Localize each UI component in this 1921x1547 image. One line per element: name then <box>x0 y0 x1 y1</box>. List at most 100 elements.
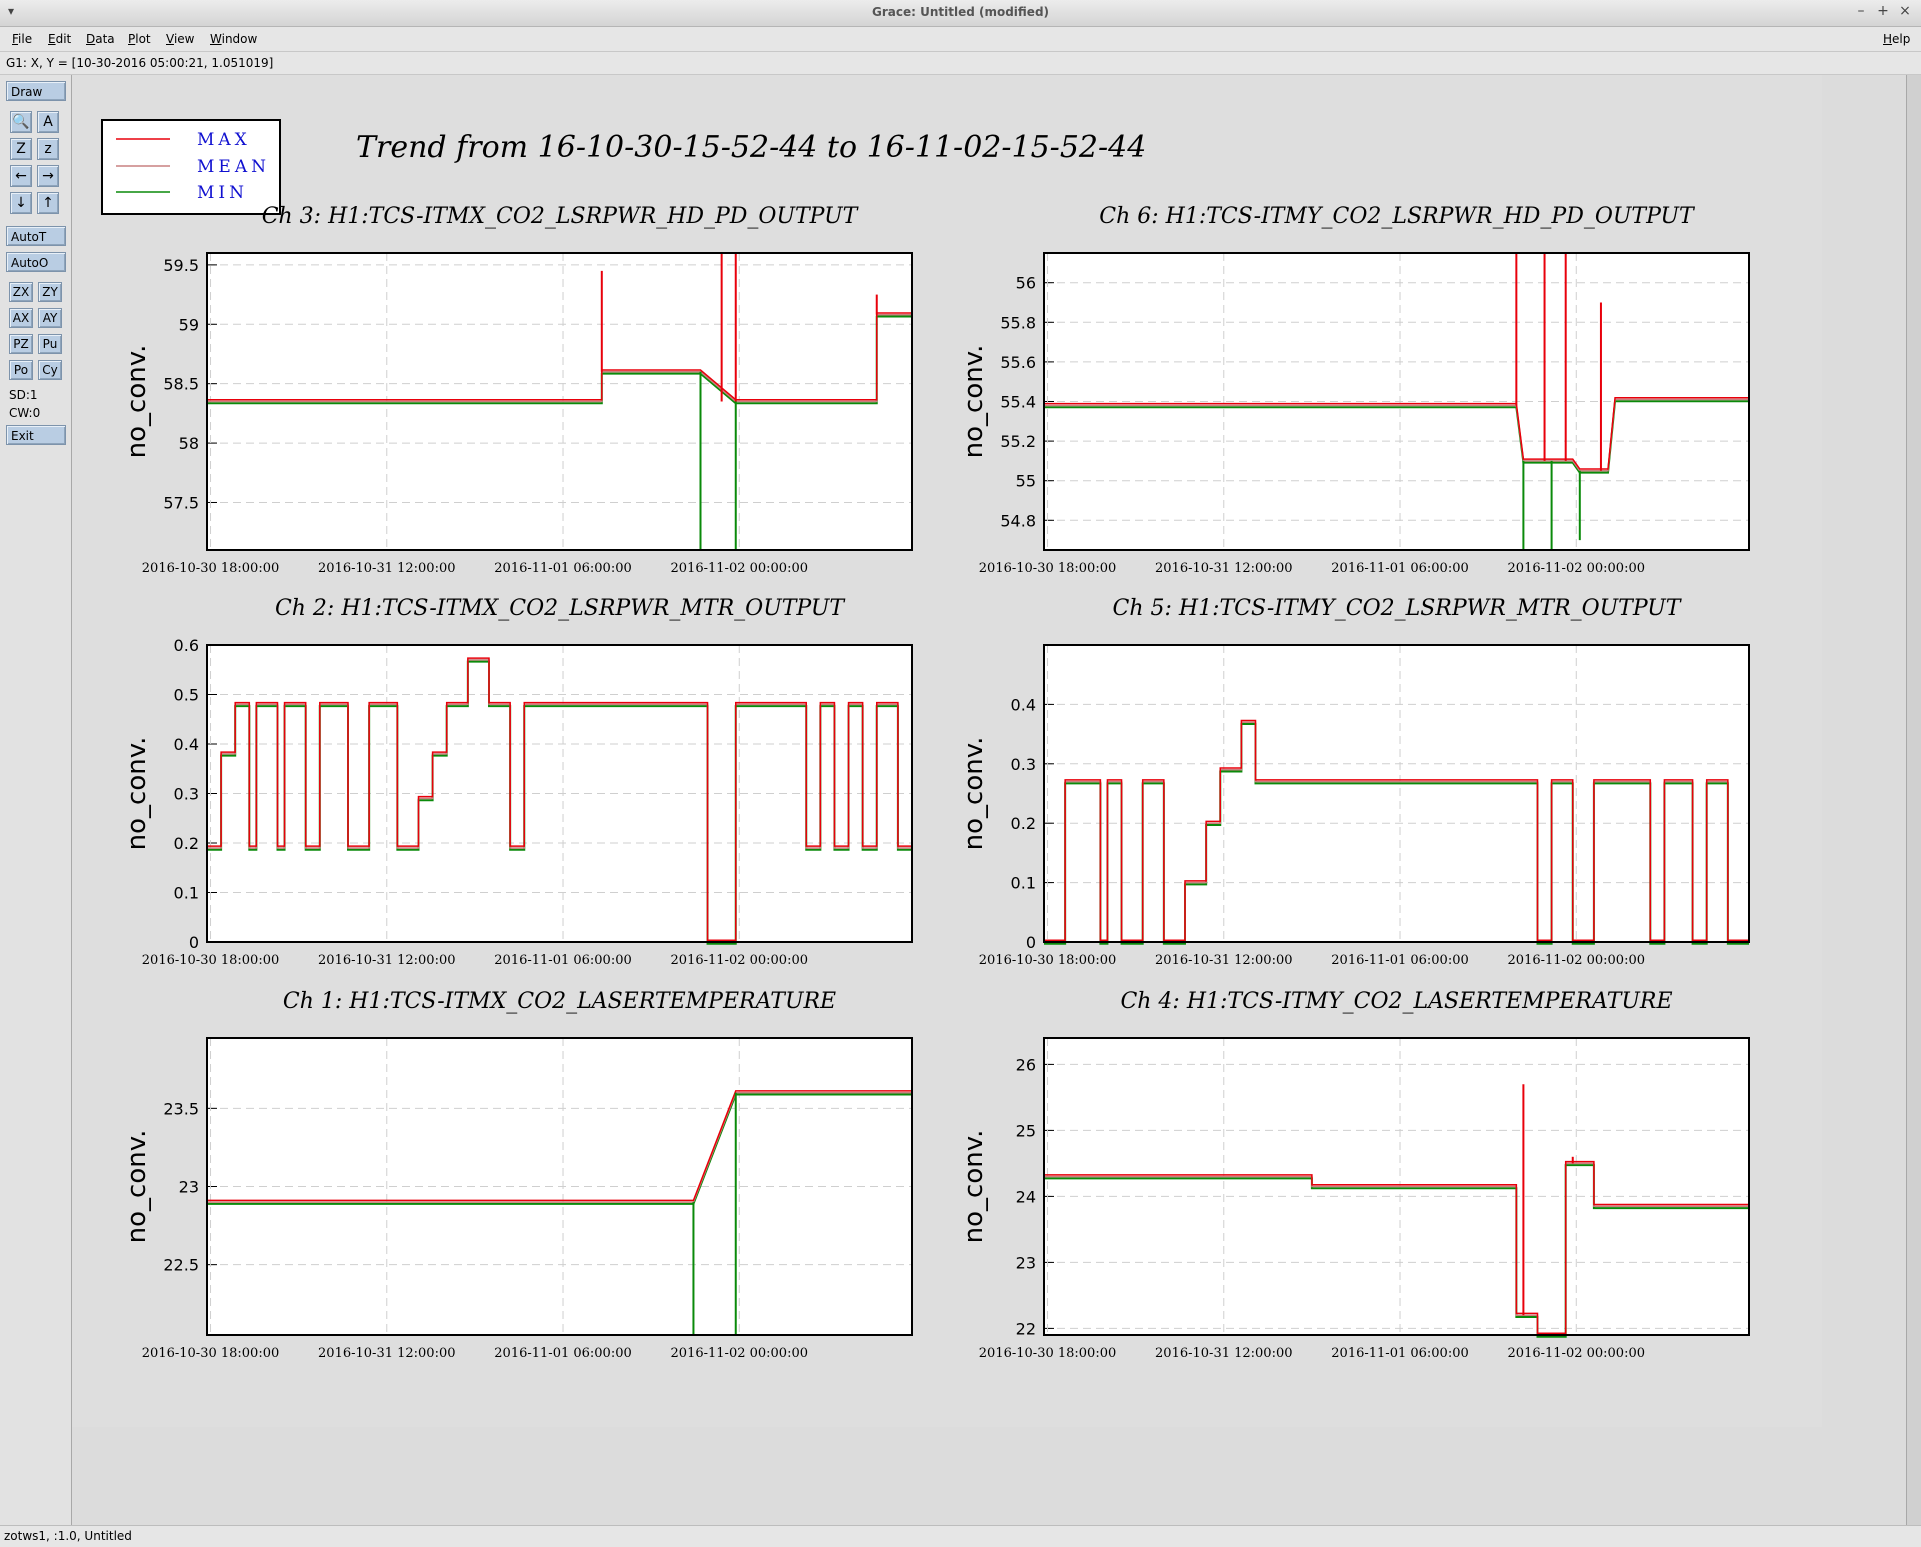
y-tick-label: 0.6 <box>174 636 199 655</box>
draw-button[interactable]: Draw <box>6 81 66 101</box>
window-title: Grace: Untitled (modified) <box>871 5 1050 19</box>
pu-button[interactable]: Pu <box>38 334 62 354</box>
plot-frame <box>206 1037 913 1336</box>
y-tick-label: 55 <box>1016 472 1036 491</box>
y-tick-label: 22.5 <box>163 1256 199 1275</box>
arrow-right-icon[interactable]: → <box>37 165 59 187</box>
arrow-down-icon[interactable]: ↓ <box>10 192 32 214</box>
x-tick-label: 2016-11-01 06:00:00 <box>1331 953 1468 968</box>
text-icon[interactable]: A <box>37 111 59 133</box>
menubar: File Edit Data Plot View Window Help <box>0 27 1921 52</box>
x-tick-label: 2016-10-30 18:00:00 <box>979 1346 1116 1361</box>
chart-title: Ch 6: H1:TCS-ITMY_CO2_LSRPWR_HD_PD_OUTPU… <box>1099 204 1696 229</box>
menu-file[interactable]: File <box>12 32 33 46</box>
menu-help[interactable]: Help <box>1883 32 1911 46</box>
x-tick-label: 2016-11-01 06:00:00 <box>1331 561 1468 576</box>
x-tick-label: 2016-11-01 06:00:00 <box>494 953 631 968</box>
y-tick-label: 0.4 <box>174 735 199 754</box>
x-tick-label: 2016-10-31 12:00:00 <box>1155 561 1292 576</box>
y-axis-label: no_conv. <box>959 737 989 851</box>
series-max-line <box>1044 396 1749 470</box>
y-axis-label: no_conv. <box>959 1130 989 1244</box>
x-tick-label: 2016-10-31 12:00:00 <box>318 561 455 576</box>
exit-button[interactable]: Exit <box>6 425 66 445</box>
y-tick-label: 55.8 <box>1000 313 1036 332</box>
chart-title: Ch 3: H1:TCS-ITMX_CO2_LSRPWR_HD_PD_OUTPU… <box>262 204 860 229</box>
y-tick-label: 23 <box>1016 1253 1036 1272</box>
y-tick-label: 26 <box>1016 1055 1036 1074</box>
y-tick-label: 59.5 <box>163 256 199 275</box>
zy-button[interactable]: ZY <box>38 282 62 302</box>
plot-frame <box>1043 1037 1750 1336</box>
menu-plot[interactable]: Plot <box>128 32 151 46</box>
x-tick-label: 2016-11-02 00:00:00 <box>1508 953 1645 968</box>
autot-button[interactable]: AutoT <box>6 226 66 246</box>
locator-text: G1: X, Y = [10-30-2016 05:00:21, 1.05101… <box>6 56 274 70</box>
y-tick-label: 59 <box>179 315 199 334</box>
statusbar: zotws1, :1.0, Untitled <box>0 1525 1921 1547</box>
y-tick-label: 0.1 <box>174 884 199 903</box>
arrow-up-icon[interactable]: ↑ <box>37 192 59 214</box>
x-tick-label: 2016-11-02 00:00:00 <box>1508 1346 1645 1361</box>
window-menu-icon[interactable]: ▾ <box>8 4 15 18</box>
plot-frame <box>206 252 913 551</box>
y-tick-label: 57.5 <box>163 493 199 512</box>
x-tick-label: 2016-10-31 12:00:00 <box>318 953 455 968</box>
legend-box[interactable] <box>101 119 281 215</box>
x-tick-label: 2016-10-30 18:00:00 <box>142 953 279 968</box>
arrow-left-icon[interactable]: ← <box>10 165 32 187</box>
y-tick-label: 0.3 <box>174 785 199 804</box>
menu-data[interactable]: Data <box>86 32 115 46</box>
y-tick-label: 58.5 <box>163 375 199 394</box>
y-tick-label: 22 <box>1016 1319 1036 1338</box>
y-axis-label: no_conv. <box>959 345 989 459</box>
pz-button[interactable]: PZ <box>9 334 33 354</box>
zoom-icon[interactable]: 🔍 <box>10 111 32 133</box>
x-tick-label: 2016-11-02 00:00:00 <box>671 1346 808 1361</box>
plot-canvas[interactable]: MAX MEAN MIN Trend from 16-10-30-15-52-4… <box>72 75 1906 1525</box>
charts-group: Ch 3: H1:TCS-ITMX_CO2_LSRPWR_HD_PD_OUTPU… <box>122 204 1750 1361</box>
po-button[interactable]: Po <box>9 360 33 380</box>
plot-frame <box>1043 252 1750 551</box>
sd-label: SD:1 <box>9 388 38 402</box>
autoo-button[interactable]: AutoO <box>6 252 66 272</box>
y-tick-label: 55.6 <box>1000 353 1036 372</box>
x-tick-label: 2016-10-31 12:00:00 <box>1155 953 1292 968</box>
maximize-button[interactable]: + <box>1877 3 1889 19</box>
minimize-button[interactable]: – <box>1857 3 1865 19</box>
y-tick-label: 0 <box>189 933 199 952</box>
cy-button[interactable]: Cy <box>38 360 62 380</box>
legend-label-min: MIN <box>197 183 248 203</box>
menu-window[interactable]: Window <box>210 32 258 46</box>
status-text: zotws1, :1.0, Untitled <box>4 1529 132 1543</box>
y-tick-label: 23 <box>179 1178 199 1197</box>
canvas-frame[interactable]: MAX MEAN MIN Trend from 16-10-30-15-52-4… <box>72 75 1921 1525</box>
x-tick-label: 2016-10-30 18:00:00 <box>142 1346 279 1361</box>
menu-view[interactable]: View <box>166 32 195 46</box>
menu-edit[interactable]: Edit <box>48 32 72 46</box>
zoom-z-icon[interactable]: z <box>37 138 59 160</box>
y-tick-label: 23.5 <box>163 1099 199 1118</box>
zoom-region-icon[interactable]: Z <box>10 138 32 160</box>
plot-frame <box>206 644 913 943</box>
y-tick-label: 0.3 <box>1011 755 1036 774</box>
y-tick-label: 0.5 <box>174 686 199 705</box>
close-button[interactable]: × <box>1899 3 1911 19</box>
x-tick-label: 2016-10-30 18:00:00 <box>142 561 279 576</box>
y-tick-label: 56 <box>1016 274 1036 293</box>
y-tick-label: 0.2 <box>174 834 199 853</box>
chart-title: Ch 2: H1:TCS-ITMX_CO2_LSRPWR_MTR_OUTPUT <box>275 596 846 621</box>
x-tick-label: 2016-11-01 06:00:00 <box>494 1346 631 1361</box>
x-tick-label: 2016-10-31 12:00:00 <box>1155 1346 1292 1361</box>
series-max-line <box>1044 719 1749 941</box>
y-tick-label: 25 <box>1016 1121 1036 1140</box>
x-tick-label: 2016-11-01 06:00:00 <box>494 561 631 576</box>
legend-label-mean: MEAN <box>197 157 270 177</box>
plot-frame <box>1043 644 1750 943</box>
window-titlebar: ▾ Grace: Untitled (modified) – + × <box>0 0 1921 27</box>
vertical-scrollbar[interactable] <box>1906 75 1921 1525</box>
ay-button[interactable]: AY <box>38 308 62 328</box>
ax-button[interactable]: AX <box>9 308 33 328</box>
y-tick-label: 54.8 <box>1000 511 1036 530</box>
zx-button[interactable]: ZX <box>9 282 33 302</box>
